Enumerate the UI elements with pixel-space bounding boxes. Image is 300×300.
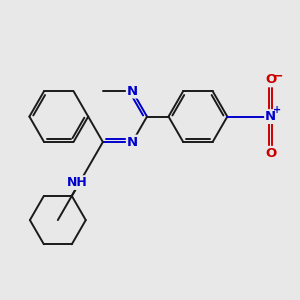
Text: N: N: [127, 136, 138, 148]
Text: −: −: [273, 69, 284, 82]
Text: N: N: [127, 85, 138, 98]
Text: +: +: [273, 105, 281, 115]
Text: N: N: [265, 110, 276, 123]
Text: O: O: [265, 147, 276, 160]
Text: O: O: [265, 74, 276, 86]
Text: NH: NH: [67, 176, 87, 189]
